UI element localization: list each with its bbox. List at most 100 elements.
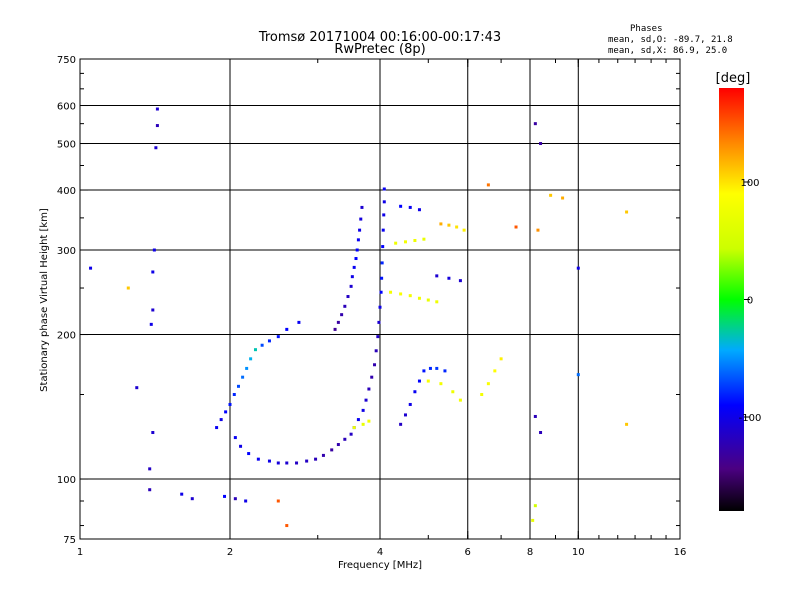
data-point: [267, 339, 271, 343]
data-point: [447, 223, 451, 227]
data-point: [403, 413, 407, 417]
data-point: [267, 459, 271, 463]
data-point: [422, 237, 426, 241]
data-point: [321, 453, 325, 457]
y-tick-label: 400: [57, 186, 76, 197]
x-tick-label: 8: [527, 547, 533, 558]
data-point: [370, 375, 374, 379]
data-point: [219, 418, 223, 422]
data-point: [576, 373, 580, 377]
phases-heading: Phases: [630, 24, 663, 34]
data-point: [539, 142, 543, 146]
phases-x-stats: mean, sd,X: 86.9, 25.0: [608, 46, 727, 56]
data-point: [435, 366, 439, 370]
y-tick-label: 500: [57, 140, 76, 151]
data-point: [358, 228, 362, 232]
data-point: [285, 524, 289, 528]
colorbar: [719, 88, 744, 511]
data-point: [349, 432, 353, 436]
data-point: [343, 437, 347, 441]
data-point: [340, 313, 344, 317]
data-point: [260, 343, 264, 347]
data-point: [374, 349, 378, 353]
data-point: [367, 419, 371, 423]
data-point: [379, 290, 383, 294]
data-point: [148, 488, 152, 492]
data-point: [239, 444, 243, 448]
data-point: [361, 422, 365, 426]
data-point: [151, 431, 155, 435]
data-point: [276, 461, 280, 465]
data-point: [359, 217, 363, 221]
x-tick-label: 4: [377, 547, 383, 558]
data-point: [408, 205, 412, 209]
data-point: [149, 322, 153, 326]
data-point: [346, 295, 350, 299]
data-point: [417, 296, 421, 300]
data-point: [435, 274, 439, 278]
data-point: [352, 265, 356, 269]
data-point: [486, 183, 490, 187]
data-point: [426, 379, 430, 383]
data-point: [533, 414, 537, 418]
data-point: [417, 379, 421, 383]
data-point: [223, 494, 227, 498]
data-point: [249, 357, 253, 361]
data-point: [549, 193, 553, 197]
colorbar-tick-label: -100: [739, 413, 762, 424]
colorbar-tick-label: 100: [740, 178, 759, 189]
data-point: [253, 348, 257, 352]
data-point: [360, 205, 364, 209]
data-point: [382, 200, 386, 204]
data-points: [89, 107, 629, 528]
data-point: [381, 228, 385, 232]
data-point: [413, 239, 417, 243]
grid-lines: [80, 59, 680, 539]
data-point: [276, 335, 280, 339]
data-point: [514, 225, 518, 229]
data-point: [336, 320, 340, 324]
data-point: [245, 366, 249, 370]
data-point: [333, 327, 337, 331]
y-tick-label: 100: [57, 475, 76, 486]
data-point: [399, 422, 403, 426]
data-point: [447, 276, 451, 280]
data-point: [154, 146, 158, 150]
axis-ticks: 1 2 4 6 8 10 16 75 100 200 300 400 500 600 750: [57, 55, 686, 558]
data-point: [417, 208, 421, 212]
data-point: [533, 504, 537, 508]
data-point: [373, 363, 377, 367]
data-point: [232, 393, 236, 397]
data-point: [247, 452, 251, 456]
data-point: [350, 275, 354, 279]
data-point: [151, 270, 155, 274]
data-point: [399, 292, 403, 296]
data-point: [435, 300, 439, 304]
data-point: [295, 461, 299, 465]
data-point: [576, 266, 580, 270]
data-point: [458, 398, 462, 402]
data-point: [155, 107, 159, 111]
data-point: [493, 369, 497, 373]
colorbar-ticks: 100 0 -100: [739, 178, 762, 424]
data-point: [408, 294, 412, 298]
data-point: [533, 122, 537, 126]
data-point: [428, 366, 432, 370]
data-point: [382, 213, 386, 217]
data-point: [180, 492, 184, 496]
y-axis-label: Stationary phase Virtual Height [km]: [39, 208, 50, 392]
data-point: [354, 257, 358, 261]
x-tick-label: 1: [77, 547, 83, 558]
data-point: [155, 124, 159, 128]
data-point: [364, 398, 368, 402]
data-point: [336, 443, 340, 447]
data-point: [355, 248, 359, 252]
data-point: [455, 225, 459, 229]
data-point: [256, 457, 260, 461]
data-point: [330, 448, 334, 452]
data-point: [233, 436, 237, 440]
data-point: [285, 327, 289, 331]
y-tick-label: 600: [57, 102, 76, 113]
data-point: [539, 431, 543, 435]
data-point: [376, 335, 380, 339]
